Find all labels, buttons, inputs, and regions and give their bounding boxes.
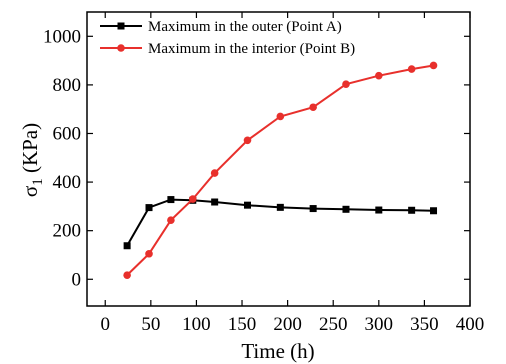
data-point-a: [211, 198, 219, 206]
data-point-a: [123, 242, 131, 250]
series-line-2: [126, 64, 434, 276]
series-layer: [123, 61, 438, 279]
legend-marker-circle: [117, 44, 125, 52]
x-tick-label: 200: [273, 314, 302, 335]
data-point-a: [167, 196, 175, 204]
data-point-a: [243, 201, 251, 209]
y-tick-label: 0: [72, 269, 82, 290]
data-point-a: [430, 207, 438, 215]
data-point-b: [123, 271, 131, 279]
axis-ticks: [87, 12, 471, 306]
y-tick-label: 200: [53, 221, 82, 242]
axis-tick-labels: 0 50 100 150 200 250 300 350 400 0 200 400 600 800 100…: [43, 26, 484, 335]
x-tick-label: 100: [182, 314, 211, 335]
data-point-b: [429, 61, 438, 70]
y-axis-title-unit: (KPa): [18, 123, 42, 178]
data-point-b: [276, 112, 285, 121]
legend-label-2: Maximum in the interior (Point B): [148, 41, 355, 57]
y-axis-title-subscript: 1: [30, 178, 46, 186]
legend-marker-square: [117, 22, 125, 30]
data-point-a: [408, 206, 416, 214]
data-point-b: [188, 195, 197, 203]
data-point-b: [309, 103, 317, 112]
data-point-b: [145, 249, 153, 258]
data-point-b: [167, 216, 175, 225]
data-point-b: [407, 65, 416, 73]
data-point-b: [342, 80, 350, 88]
data-point-a: [309, 205, 317, 213]
y-tick-label: 400: [53, 172, 82, 193]
data-point-a: [342, 205, 350, 213]
data-point-a: [276, 203, 284, 211]
x-axis-title: Time (h): [241, 339, 314, 363]
legend-label-1: Maximum in the outer (Point A): [148, 19, 342, 35]
data-point-b: [243, 136, 252, 145]
x-tick-label: 250: [319, 314, 348, 335]
y-tick-label: 800: [53, 75, 82, 96]
data-point-b: [375, 71, 383, 80]
x-tick-label: 350: [410, 314, 439, 335]
x-tick-label: 0: [100, 314, 110, 335]
plot-frame: [86, 11, 471, 307]
legend: Maximum in the outer (Point A) Maximum in…: [100, 19, 355, 57]
y-axis-title: σ1 (KPa): [18, 123, 46, 197]
data-point-a: [375, 206, 383, 214]
y-axis-title-symbol: σ: [18, 186, 42, 197]
x-tick-label: 50: [141, 314, 160, 335]
data-point-b: [210, 169, 219, 177]
x-tick-label: 400: [456, 314, 485, 335]
x-tick-label: 300: [365, 314, 394, 335]
y-tick-label: 1000: [43, 26, 81, 47]
data-point-a: [145, 204, 153, 212]
y-tick-label: 600: [53, 123, 82, 144]
series-line-1: [126, 198, 434, 247]
x-tick-label: 150: [228, 314, 257, 335]
